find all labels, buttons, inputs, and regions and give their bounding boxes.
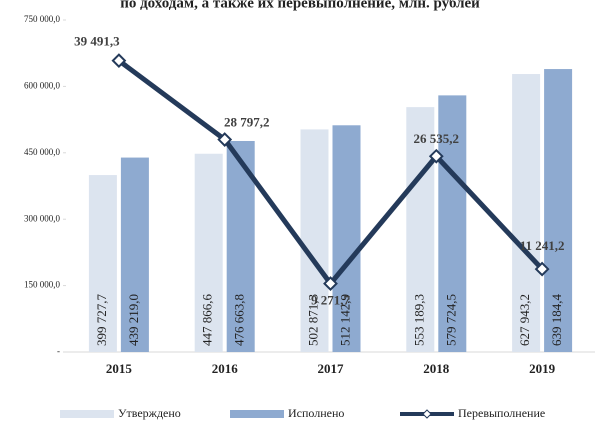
bar <box>88 175 117 352</box>
y-tick-label: 750 000,0 <box>24 14 61 24</box>
line-label: 26 535,2 <box>414 131 460 146</box>
x-tick-label: 2015 <box>106 361 133 376</box>
value-label: 399 727,7 <box>94 294 109 347</box>
legend-swatch <box>60 410 114 418</box>
legend-label: Перевыполнение <box>458 406 545 420</box>
value-label: 627 943,2 <box>517 294 532 346</box>
x-tick-label: 2018 <box>423 361 450 376</box>
marker <box>534 261 550 277</box>
value-label: 476 663,8 <box>232 294 247 346</box>
y-tick-label: 450 000,0 <box>24 147 61 157</box>
x-tick-label: 2019 <box>529 361 556 376</box>
y-tick-label: 300 000,0 <box>24 213 61 223</box>
legend-swatch <box>230 410 284 418</box>
value-label: 553 189,3 <box>411 294 426 346</box>
bar <box>406 107 435 352</box>
line-label: 9 271,7 <box>311 293 351 308</box>
x-tick-label: 2017 <box>318 361 345 376</box>
value-label: 579 724,5 <box>443 294 458 346</box>
bar <box>544 69 573 352</box>
legend-label: Утверждено <box>118 406 181 420</box>
value-label: 447 866,6 <box>200 294 215 347</box>
y-tick-label: 150 000,0 <box>24 280 61 290</box>
bar <box>438 95 467 352</box>
marker <box>428 148 444 164</box>
y-tick-label: - <box>57 346 60 356</box>
legend-swatch <box>422 409 432 419</box>
line-label: 39 491,3 <box>74 34 120 49</box>
line-label: 28 797,2 <box>224 115 270 130</box>
line <box>117 58 544 287</box>
bar <box>120 157 149 352</box>
x-tick-label: 2016 <box>212 361 239 376</box>
bar <box>332 125 361 352</box>
value-label: 512 142,9 <box>337 294 352 346</box>
value-label: 502 871,3 <box>305 294 320 346</box>
bar <box>300 129 329 352</box>
legend-label: Исполнено <box>288 406 344 420</box>
marker <box>217 132 233 147</box>
line-label: 11 241,2 <box>520 238 565 253</box>
bar <box>512 74 541 352</box>
bar <box>194 153 223 352</box>
y-tick-label: 600 000,0 <box>24 80 61 90</box>
value-label: 639 184,4 <box>549 294 564 347</box>
chart-title: по доходам, а также их перевыполнение, м… <box>120 0 480 11</box>
marker <box>323 276 338 292</box>
value-label: 439 219,0 <box>126 294 141 346</box>
marker <box>111 53 127 69</box>
